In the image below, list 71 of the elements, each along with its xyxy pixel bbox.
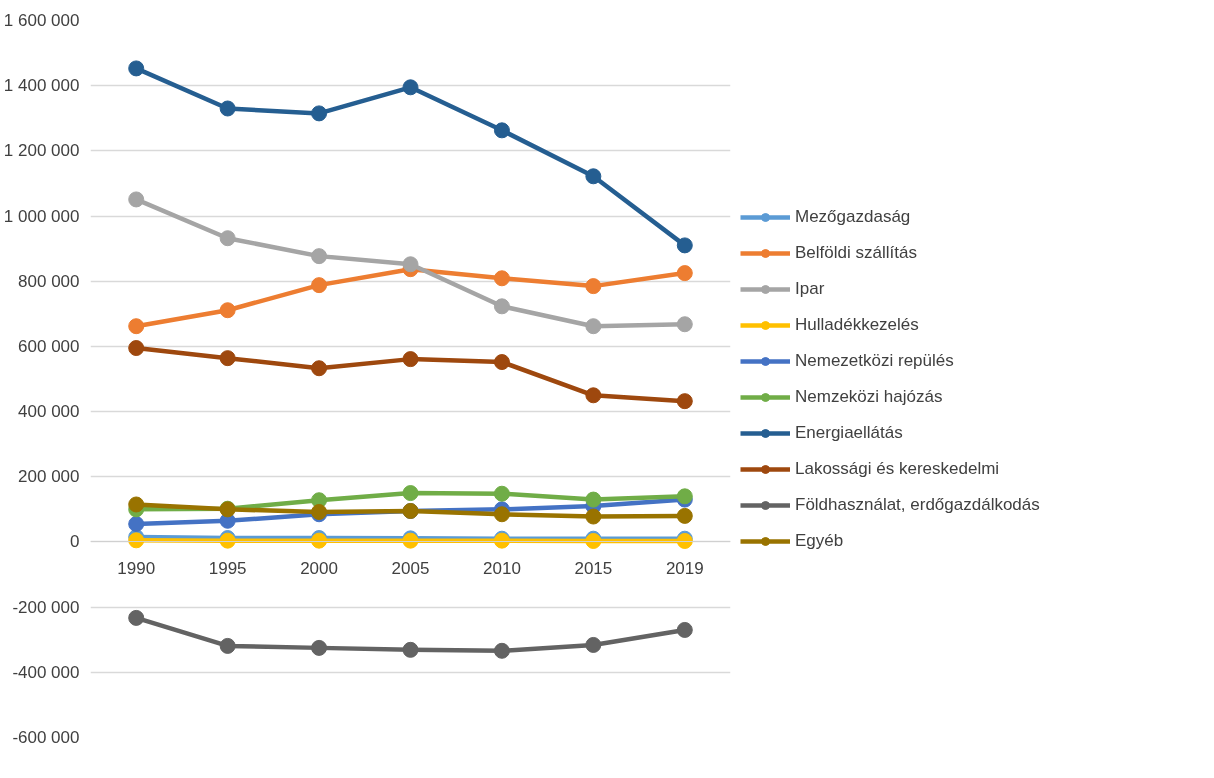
- point: [128, 609, 145, 626]
- point: [219, 230, 236, 247]
- point: [128, 191, 145, 208]
- y-tick-label: 1 000 000: [3, 206, 80, 226]
- point: [219, 637, 236, 654]
- point: [311, 639, 328, 656]
- point: [493, 354, 510, 371]
- legend-label: Nemezetközi repülés: [795, 350, 954, 371]
- point: [219, 350, 236, 367]
- point: [585, 278, 602, 295]
- legend-label: Egyéb: [795, 530, 844, 551]
- point: [311, 248, 328, 265]
- point: [128, 60, 145, 77]
- x-tick-label: 2005: [391, 558, 430, 578]
- y-tick-label: 1 200 000: [3, 141, 80, 161]
- point: [676, 265, 693, 282]
- point: [585, 168, 602, 185]
- point: [585, 491, 602, 508]
- point: [585, 387, 602, 404]
- point: [128, 516, 145, 533]
- legend-label: Energiaellátás: [795, 422, 903, 443]
- x-tick-label: 2010: [483, 558, 521, 578]
- point: [493, 298, 510, 315]
- x-tick-label: 1990: [117, 558, 156, 578]
- point: [128, 496, 145, 513]
- point: [219, 302, 236, 319]
- y-tick-label: 400 000: [18, 402, 80, 422]
- point: [493, 506, 510, 523]
- point: [402, 79, 419, 96]
- x-tick-label: 1995: [208, 558, 247, 578]
- legend-label: Lakossági és kereskedelmi: [795, 458, 1000, 479]
- point: [493, 270, 510, 287]
- point: [128, 318, 145, 335]
- y-tick-label: 200 000: [18, 467, 80, 487]
- y-tick-label: 800 000: [18, 271, 80, 291]
- point: [676, 507, 693, 524]
- y-tick-label: 600 000: [18, 336, 80, 356]
- x-tick-label: 2019: [665, 558, 704, 578]
- point: [676, 621, 693, 638]
- point: [402, 485, 419, 502]
- legend-label: Hulladékkezelés: [795, 314, 919, 335]
- x-tick-label: 2015: [574, 558, 613, 578]
- y-tick-label: 1 400 000: [3, 76, 80, 96]
- point: [402, 641, 419, 658]
- legend-label: Nemzeközi hajózás: [795, 386, 943, 407]
- legend-label: Belföldi szállítás: [795, 242, 917, 263]
- point: [676, 393, 693, 410]
- point: [493, 122, 510, 139]
- point: [311, 277, 328, 294]
- legend-label: Ipar: [795, 278, 825, 299]
- point: [585, 318, 602, 335]
- y-tick-label: -400 000: [12, 662, 80, 682]
- x-tick-label: 2000: [300, 558, 338, 578]
- point: [676, 316, 693, 333]
- y-tick-label: -600 000: [12, 728, 80, 747]
- point: [493, 485, 510, 502]
- point: [219, 100, 236, 117]
- point: [128, 340, 145, 357]
- point: [311, 360, 328, 377]
- y-tick-label: 0: [70, 532, 80, 552]
- point: [402, 351, 419, 368]
- point: [585, 636, 602, 653]
- point: [676, 237, 693, 254]
- legend-label: Mezőgazdaság: [795, 206, 911, 227]
- y-tick-label: -200 000: [12, 597, 80, 617]
- point: [402, 256, 419, 273]
- point: [585, 508, 602, 525]
- legend-label: Földhasználat, erdőgazdálkodás: [795, 494, 1040, 515]
- point: [311, 105, 328, 122]
- y-tick-label: 1 600 000: [3, 11, 80, 30]
- point: [493, 642, 510, 659]
